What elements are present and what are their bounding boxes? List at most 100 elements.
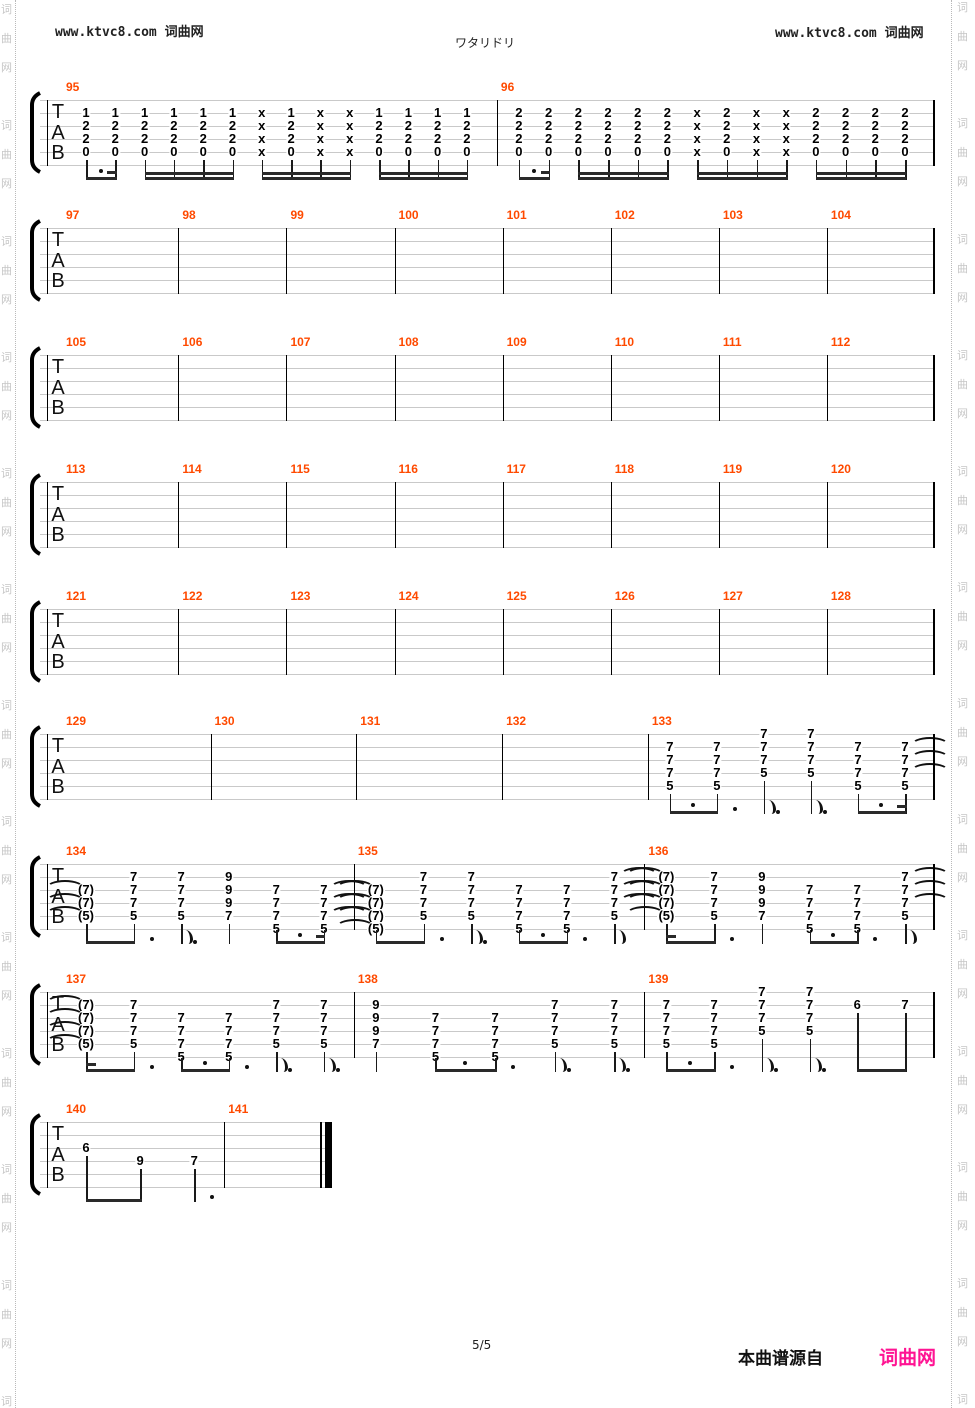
- rhythm-beam: [857, 811, 907, 814]
- rhythm-dot: [822, 810, 827, 814]
- rhythm-beam: [518, 177, 551, 180]
- rhythm-beam: [375, 941, 426, 944]
- tab-note: 2: [840, 131, 851, 146]
- tab-note: 2: [374, 131, 384, 146]
- tab-note: 2: [662, 105, 673, 120]
- measure-number: 141: [228, 1102, 249, 1116]
- rhythm-dot: [730, 937, 735, 941]
- measure-number: 132: [506, 714, 527, 728]
- end-barline: [933, 482, 935, 548]
- end-barline: [933, 228, 935, 294]
- tab-note: 2: [110, 118, 120, 133]
- note-stem: [666, 924, 668, 944]
- tab-note: 7: [757, 984, 767, 999]
- tab-note: 0: [900, 144, 910, 159]
- note-stem: [815, 160, 818, 180]
- final-thick-barline: [325, 1122, 332, 1188]
- rhythm-dot: [732, 807, 737, 811]
- tab-note: 5: [562, 921, 572, 936]
- system-bracket: [26, 346, 44, 434]
- tab-note: 0: [286, 144, 296, 159]
- tab-note: 7: [852, 895, 862, 910]
- measure-number: 126: [614, 589, 635, 603]
- barline: [224, 1122, 226, 1188]
- measure-number: 130: [214, 714, 235, 728]
- note-stem: [291, 160, 293, 180]
- tab-note: 7: [271, 882, 281, 897]
- tab-clef-letter: B: [51, 397, 65, 419]
- source-site: 词曲网: [879, 1347, 937, 1369]
- note-stem: [232, 160, 234, 180]
- tab-note: 7: [176, 1023, 186, 1038]
- rhythm-beam: [857, 1069, 907, 1072]
- watermark-text: 词: [1, 467, 12, 480]
- tab-note: 5: [271, 1036, 281, 1051]
- system-bracket: [26, 725, 44, 813]
- tab-note: 2: [811, 118, 821, 133]
- tab-note: 2: [662, 131, 673, 146]
- tab-note: 7: [712, 739, 722, 754]
- tab-note: x: [257, 105, 267, 120]
- tab-note: 2: [811, 105, 821, 120]
- measure-number: 123: [290, 589, 311, 603]
- eighth-flag: [615, 930, 627, 944]
- rhythm-dot: [775, 810, 780, 814]
- half-beam: [86, 1063, 96, 1066]
- tab-note: 1: [169, 105, 179, 120]
- watermark-text: 网: [957, 871, 968, 884]
- note-stem: [173, 160, 176, 180]
- measure-number: 105: [66, 335, 87, 349]
- watermark-text: 曲: [957, 146, 968, 159]
- tab-note: 2: [514, 105, 524, 120]
- tab-note: 7: [128, 895, 139, 910]
- tab-note: 9: [224, 882, 234, 897]
- tab-note: 2: [662, 118, 673, 133]
- start-barline: [47, 482, 48, 548]
- staff-line: [40, 420, 935, 421]
- rhythm-dot: [149, 937, 154, 941]
- watermark-column-left: 词曲网词曲网词曲网词曲网词曲网词曲网词曲网词曲网词曲网词曲网词曲网词曲网词曲网: [1, 0, 15, 1408]
- tab-note: 5: [804, 1023, 815, 1038]
- barline: [610, 609, 612, 675]
- tab-note: 0: [403, 144, 413, 159]
- staff-line: [40, 1148, 332, 1149]
- measure-number: 128: [830, 589, 851, 603]
- staff-line: [40, 747, 935, 748]
- rhythm-beam: [809, 941, 859, 944]
- tab-note: 7: [852, 908, 862, 923]
- tie-arc: [911, 867, 949, 883]
- note-stem: [697, 160, 699, 180]
- tab-note: x: [781, 131, 791, 146]
- tab-clef-letter: T: [51, 101, 65, 123]
- rhythm-beam: [815, 172, 907, 175]
- start-barline: [47, 100, 48, 166]
- tab-note: x: [257, 131, 267, 146]
- measure-number: 103: [722, 208, 743, 222]
- source-line: 本曲谱源自 词曲网: [738, 1347, 936, 1370]
- tab-note: 2: [432, 118, 443, 133]
- barline: [502, 228, 504, 294]
- watermark-text: 网: [1, 641, 12, 654]
- tab-note: 7: [709, 1023, 719, 1038]
- staff-line: [40, 139, 935, 140]
- tab-note: x: [315, 131, 326, 146]
- measure-number: 114: [182, 462, 202, 476]
- staff-line: [40, 864, 935, 865]
- tie-arc: [46, 880, 84, 896]
- tab-note: 5: [806, 765, 816, 780]
- tab-note: 5: [490, 1049, 500, 1064]
- note-stem: [786, 160, 788, 180]
- rhythm-dot: [98, 169, 103, 173]
- tab-clef-letter: A: [51, 121, 65, 144]
- note-stem: [228, 1058, 231, 1072]
- note-stem: [86, 160, 88, 180]
- note-stem: [349, 160, 352, 180]
- tab-note: 2: [722, 131, 732, 146]
- measure-number: 110: [614, 335, 635, 349]
- tab-note: 7: [271, 1023, 281, 1038]
- system-bracket: [26, 91, 44, 179]
- tab-clef-letter: A: [51, 503, 65, 526]
- staff-line: [40, 482, 935, 483]
- tab-note: 7: [128, 1010, 139, 1025]
- tab-note: 5: [466, 908, 476, 923]
